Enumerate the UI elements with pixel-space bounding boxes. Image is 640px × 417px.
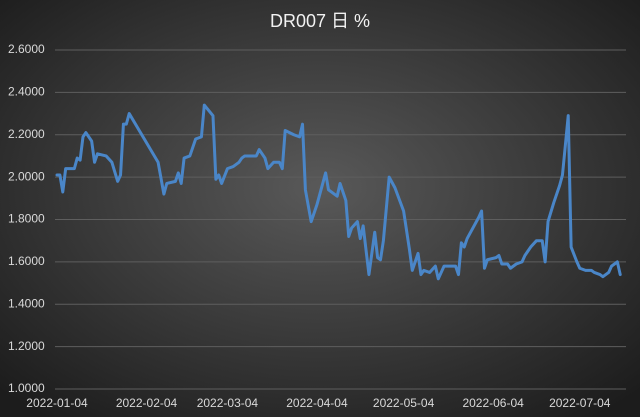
y-tick-label: 1.6000	[8, 254, 45, 268]
x-tick-label: 2022-06-04	[462, 396, 524, 410]
y-tick-label: 2.6000	[8, 42, 45, 56]
x-tick-label: 2022-02-04	[116, 396, 178, 410]
y-tick-label: 1.2000	[8, 339, 45, 353]
x-tick-label: 2022-05-04	[373, 396, 435, 410]
y-tick-label: 2.0000	[8, 169, 45, 183]
x-tick-label: 2022-03-04	[197, 396, 259, 410]
y-tick-label: 2.4000	[8, 85, 45, 99]
y-tick-label: 1.0000	[8, 381, 45, 395]
data-line	[55, 103, 622, 281]
y-tick-label: 1.4000	[8, 296, 45, 310]
chart-title: DR007 日 %	[270, 11, 370, 31]
x-tick-label: 2022-01-04	[26, 396, 88, 410]
x-tick-label: 2022-04-04	[286, 396, 348, 410]
y-tick-label: 2.2000	[8, 127, 45, 141]
y-tick-label: 1.8000	[8, 212, 45, 226]
x-tick-label: 2022-07-04	[549, 396, 611, 410]
